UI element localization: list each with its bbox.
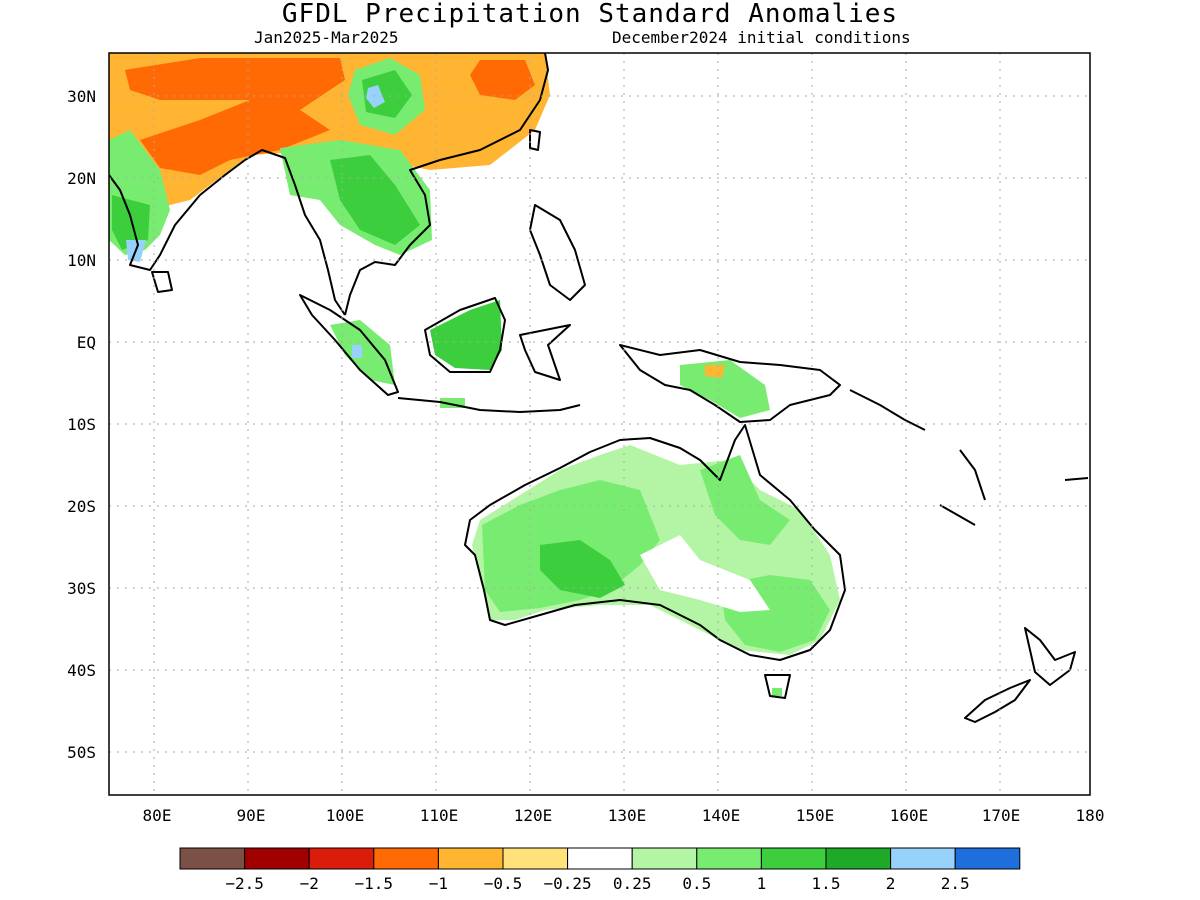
lon-label-170e: 170E (982, 806, 1021, 825)
plot-frame (108, 52, 1091, 796)
lat-label-10s: 10S (67, 415, 96, 434)
lon-label-140e: 140E (702, 806, 741, 825)
wet-anomaly-sumatra (330, 320, 395, 385)
coastline-taiwan (529, 129, 541, 151)
lon-axis: 80E 90E 100E 110E 120E 130E 140E 150E 16… (143, 806, 1105, 825)
legend-swatch (244, 847, 310, 870)
coastline-java (397, 397, 581, 413)
legend-label: −1 (429, 874, 448, 893)
neutral-anomaly-australia (640, 535, 770, 612)
anomaly-shading (109, 53, 840, 696)
lon-label-80e: 80E (143, 806, 172, 825)
coastline-australia (464, 424, 846, 661)
coastline-solomon (849, 389, 926, 431)
lon-label-160e: 160E (890, 806, 929, 825)
legend-label: 1.5 (812, 874, 841, 893)
lat-label-30n: 30N (67, 87, 96, 106)
lat-label-20n: 20N (67, 169, 96, 188)
coastline-philippines (529, 204, 586, 301)
graticule (109, 53, 1090, 795)
legend-swatch (825, 847, 892, 870)
lat-label-50s: 50S (67, 743, 96, 762)
legend-label: −2.5 (225, 874, 264, 893)
lat-label-eq: EQ (77, 333, 96, 352)
legend-swatch (502, 847, 569, 870)
legend-swatch (308, 847, 375, 870)
lon-label-100e: 100E (326, 806, 365, 825)
lon-label-90e: 90E (237, 806, 266, 825)
legend-label: 2 (886, 874, 896, 893)
coastline-sulawesi (519, 324, 571, 381)
wet-anomaly-australia-ne (700, 455, 790, 545)
wet-anomaly-tasmania (772, 688, 782, 696)
lon-label-130e: 130E (608, 806, 647, 825)
coastline-new-caledonia (939, 504, 976, 526)
legend-label: 0.5 (682, 874, 711, 893)
legend-swatch (631, 847, 698, 870)
coastline-vanuatu-fiji (959, 449, 1089, 501)
lat-label-20s: 20S (67, 497, 96, 516)
dry-anomaly-china-strong (470, 60, 535, 100)
legend-swatch (567, 847, 633, 870)
legend-label: 1 (757, 874, 767, 893)
coastlines (109, 53, 1089, 723)
legend-label: −2 (300, 874, 319, 893)
legend-label: −0.25 (544, 874, 592, 893)
lat-label-40s: 40S (67, 661, 96, 680)
coastline-indochina (344, 53, 549, 316)
coastline-sri-lanka (151, 271, 173, 293)
wet-anomaly-borneo (430, 300, 502, 370)
legend-swatch (760, 847, 827, 870)
coastline-asia (109, 149, 346, 316)
wet-anomaly-sumatra-dot (352, 345, 362, 358)
legend-swatch (696, 847, 762, 870)
coastline-new-zealand-north (1024, 627, 1076, 686)
wet-anomaly-china-peak (366, 85, 385, 108)
legend-swatch (373, 847, 439, 870)
wet-anomaly-australia-core (540, 540, 625, 598)
wet-anomaly-new-guinea (680, 360, 770, 418)
lon-label-110e: 110E (420, 806, 459, 825)
coastline-borneo (424, 297, 506, 373)
map-title: GFDL Precipitation Standard Anomalies (281, 0, 899, 29)
initial-conditions: December2024 initial conditions (612, 28, 911, 47)
lon-label-150e: 150E (796, 806, 835, 825)
legend-swatch (954, 847, 1021, 870)
dry-anomaly-new-guinea (705, 365, 725, 378)
color-legend: −2.5 −2 −1.5 −1 −0.5 −0.25 0.25 0.5 1 1.5 2 2.5 (179, 847, 1021, 893)
legend-swatch (437, 847, 504, 870)
lon-label-120e: 120E (514, 806, 553, 825)
lat-label-10n: 10N (67, 251, 96, 270)
coastline-new-guinea (619, 344, 841, 423)
legend-label: −0.5 (484, 874, 523, 893)
legend-label: −1.5 (355, 874, 394, 893)
wet-anomaly-indochina-core (330, 155, 420, 245)
lat-label-30s: 30S (67, 579, 96, 598)
legend-label: 0.25 (613, 874, 652, 893)
coastline-new-zealand-south (964, 679, 1031, 723)
coastline-sumatra (299, 294, 399, 396)
dry-anomaly-tibet-strong (125, 58, 345, 175)
lat-axis: 30N 20N 10N EQ 10S 20S 30S 40S 50S (67, 87, 96, 762)
coastline-tasmania (764, 674, 791, 699)
legend-swatch (179, 847, 246, 870)
legend-label: 2.5 (941, 874, 970, 893)
forecast-period: Jan2025-Mar2025 (254, 28, 399, 47)
lon-label-180: 180 (1076, 806, 1105, 825)
legend-swatch (890, 847, 956, 870)
